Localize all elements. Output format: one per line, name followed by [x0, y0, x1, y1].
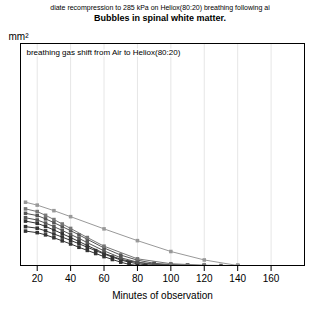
svg-text:120: 120: [196, 273, 213, 284]
svg-text:60: 60: [98, 273, 110, 284]
svg-text:20: 20: [32, 273, 44, 284]
svg-text:mm²: mm²: [9, 31, 30, 42]
svg-text:80: 80: [132, 273, 144, 284]
svg-text:breathing gas shift from Air t: breathing gas shift from Air to Heliox(8…: [27, 48, 181, 57]
svg-text:Minutes of observation: Minutes of observation: [112, 290, 213, 301]
html-text:diate recompression to 285 kPa: diate recompression to 285 kPa on Heliox…: [50, 4, 270, 11]
svg-text:160: 160: [263, 273, 280, 284]
svg-text:40: 40: [65, 273, 77, 284]
html-text:Bubbles in spinal white matter: Bubbles in spinal white matter.: [94, 13, 226, 23]
svg-text:100: 100: [163, 273, 180, 284]
svg-text:140: 140: [229, 273, 246, 284]
